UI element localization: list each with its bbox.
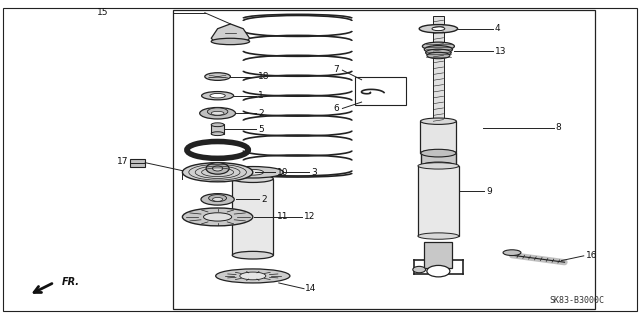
- Text: 12: 12: [304, 212, 316, 221]
- Text: SK83-B3000C: SK83-B3000C: [550, 296, 605, 305]
- Ellipse shape: [413, 266, 426, 273]
- Text: 14: 14: [305, 284, 317, 293]
- Ellipse shape: [202, 92, 234, 100]
- Ellipse shape: [204, 213, 232, 221]
- Text: 10: 10: [277, 168, 289, 177]
- Ellipse shape: [182, 163, 253, 182]
- Bar: [355, 77, 406, 105]
- Text: 16: 16: [586, 251, 597, 260]
- Ellipse shape: [240, 272, 266, 280]
- Ellipse shape: [216, 269, 290, 283]
- Ellipse shape: [427, 52, 450, 59]
- Text: 4: 4: [495, 24, 500, 33]
- Ellipse shape: [424, 46, 452, 53]
- Text: 13: 13: [495, 47, 506, 56]
- Text: 15: 15: [97, 8, 109, 17]
- Text: 7: 7: [333, 65, 339, 74]
- Ellipse shape: [222, 167, 284, 178]
- Ellipse shape: [212, 197, 223, 201]
- Ellipse shape: [503, 250, 521, 256]
- Ellipse shape: [200, 108, 236, 119]
- Ellipse shape: [209, 195, 227, 202]
- Ellipse shape: [422, 42, 454, 50]
- Ellipse shape: [207, 108, 228, 115]
- Ellipse shape: [211, 38, 250, 45]
- Bar: [232, 179, 273, 255]
- Ellipse shape: [182, 208, 253, 226]
- Ellipse shape: [242, 169, 264, 175]
- Text: 18: 18: [258, 72, 269, 81]
- Ellipse shape: [211, 123, 224, 127]
- Bar: [433, 16, 444, 121]
- Ellipse shape: [421, 149, 456, 157]
- Ellipse shape: [210, 93, 225, 98]
- Text: 17: 17: [116, 157, 128, 166]
- Ellipse shape: [418, 233, 459, 239]
- Ellipse shape: [419, 25, 458, 33]
- Text: 11: 11: [277, 212, 289, 221]
- Text: 9: 9: [486, 187, 492, 196]
- Ellipse shape: [418, 163, 459, 169]
- Ellipse shape: [421, 162, 456, 170]
- Text: 2: 2: [258, 109, 264, 118]
- Ellipse shape: [432, 27, 445, 31]
- Bar: [424, 242, 452, 268]
- Bar: [173, 10, 595, 309]
- Text: 2: 2: [261, 195, 267, 204]
- Ellipse shape: [420, 150, 456, 156]
- Text: 8: 8: [556, 123, 561, 132]
- Polygon shape: [211, 24, 250, 41]
- Ellipse shape: [201, 194, 234, 205]
- Ellipse shape: [426, 49, 451, 56]
- Ellipse shape: [211, 132, 224, 136]
- Ellipse shape: [212, 166, 223, 171]
- Ellipse shape: [427, 265, 450, 277]
- Bar: [421, 153, 456, 166]
- Ellipse shape: [205, 73, 230, 80]
- Ellipse shape: [232, 175, 273, 182]
- Ellipse shape: [420, 118, 456, 124]
- Ellipse shape: [232, 251, 273, 259]
- Bar: [211, 124, 224, 134]
- Ellipse shape: [206, 163, 229, 174]
- Ellipse shape: [211, 111, 224, 115]
- Text: 6: 6: [333, 104, 339, 113]
- Text: 3: 3: [311, 168, 317, 177]
- Bar: [418, 166, 459, 236]
- Bar: [420, 121, 456, 153]
- Text: 5: 5: [258, 125, 264, 134]
- Text: 1: 1: [258, 91, 264, 100]
- Bar: [130, 159, 145, 167]
- Text: FR.: FR.: [62, 277, 80, 287]
